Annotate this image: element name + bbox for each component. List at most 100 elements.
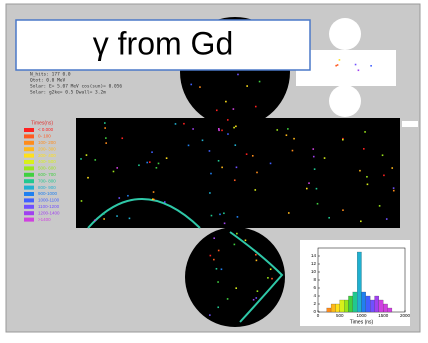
colorbar-swatch: [24, 186, 34, 190]
histogram-bar: [327, 308, 331, 312]
pmt-hit: [104, 127, 106, 129]
pmt-hit: [210, 255, 212, 257]
pmt-hit: [237, 74, 239, 76]
pmt-hit: [81, 200, 83, 202]
pmt-hit: [308, 182, 310, 184]
pmt-hit: [393, 190, 395, 192]
pmt-hit: [383, 175, 385, 177]
pmt-hit: [218, 160, 220, 162]
pmt-hit: [223, 212, 225, 214]
slide-title: γ from Gd: [93, 25, 233, 61]
pmt-hit: [127, 195, 129, 197]
colorbar-label: 400- 500: [38, 159, 56, 164]
pmt-hit: [175, 123, 177, 125]
pmt-hit: [166, 157, 168, 159]
colorbar-swatch: [24, 205, 34, 209]
top-right-cap: [329, 85, 361, 117]
pmt-hit: [221, 130, 223, 132]
pmt-hit: [104, 122, 106, 124]
pmt-hit: [270, 268, 272, 270]
pmt-hit: [253, 299, 255, 301]
pmt-hit: [379, 205, 381, 207]
colorbar-swatch: [24, 134, 34, 138]
pmt-hit: [192, 128, 194, 130]
top-right-diagram: [296, 50, 396, 86]
pmt-hit: [271, 278, 273, 280]
pmt-hit: [103, 218, 105, 220]
colorbar-title: Times(ns): [31, 120, 53, 126]
pmt-hit: [116, 167, 118, 169]
colorbar-swatch: [24, 198, 34, 202]
pmt-hit: [256, 172, 258, 174]
histogram-bar: [383, 304, 387, 312]
pmt-hit: [221, 268, 223, 270]
pmt-hit: [255, 106, 257, 108]
pmt-hit: [121, 137, 123, 139]
pmt-hit: [255, 254, 257, 256]
pmt-hit: [118, 197, 120, 199]
colorbar-label: 800- 900: [38, 185, 56, 190]
pmt-hit: [382, 154, 384, 156]
pmt-hit: [256, 260, 258, 262]
colorbar-swatch: [24, 160, 34, 164]
pmt-hit: [366, 176, 368, 178]
pmt-hit: [87, 177, 89, 179]
pmt-hit: [80, 158, 82, 160]
x-tick-label: 1000: [356, 313, 367, 318]
pmt-hit: [312, 148, 314, 150]
pmt-hit: [116, 215, 118, 217]
pmt-hit: [105, 142, 107, 144]
colorbar-swatch: [24, 147, 34, 151]
legend-tab: [402, 121, 418, 127]
pmt-hit: [213, 259, 215, 261]
pmt-hit: [199, 86, 201, 88]
pmt-hit: [324, 157, 326, 159]
pmt-hit: [252, 155, 254, 157]
pmt-hit: [149, 161, 151, 163]
pmt-hit: [188, 145, 190, 147]
colorbar-swatch: [24, 173, 34, 177]
pmt-hit: [211, 215, 213, 217]
colorbar-label: 300- 400: [38, 153, 56, 158]
pmt-hit: [342, 209, 344, 211]
info-line: N_hits: 177 0.0: [30, 72, 71, 78]
pmt-hit: [235, 126, 237, 128]
histogram-bar: [340, 300, 344, 312]
pmt-hit: [158, 163, 160, 165]
pmt-hit: [233, 108, 235, 110]
pmt-hit: [190, 84, 192, 86]
pmt-hit: [218, 129, 220, 131]
pmt-hit: [235, 287, 237, 289]
pmt-hit: [209, 314, 211, 316]
pmt-hit: [227, 298, 229, 300]
pmt-hit: [227, 133, 229, 135]
histogram-bar: [357, 252, 361, 312]
pmt-hit: [360, 220, 362, 222]
pmt-hit: [209, 150, 211, 152]
colorbar-swatch: [24, 154, 34, 158]
pmt-hit: [234, 179, 236, 181]
colorbar-label: 100- 200: [38, 140, 56, 145]
pmt-hit: [216, 109, 218, 111]
colorbar-label: 0- 100: [38, 134, 51, 139]
event-display: 024681012140500100015002000Times (ns) N_…: [0, 0, 428, 338]
pmt-hit: [393, 187, 395, 189]
pmt-hit: [217, 281, 219, 283]
pmt-hit: [219, 214, 221, 216]
pmt-hit: [224, 223, 226, 225]
colorbar-label: 600- 700: [38, 172, 56, 177]
pmt-hit: [355, 64, 357, 66]
pmt-hit: [209, 192, 211, 194]
histogram-bar: [379, 300, 383, 312]
pmt-hit: [227, 119, 229, 121]
colorbar-swatch: [24, 211, 34, 215]
histogram-bar: [353, 292, 357, 312]
pmt-hit: [306, 188, 308, 190]
colorbar-label: 1000-1100: [38, 198, 60, 203]
histogram-bar: [331, 304, 335, 312]
colorbar-label: 200- 300: [38, 146, 56, 151]
info-line: Solar: E= 5.07 MeV cos(sun)= 0.056: [30, 84, 122, 90]
pmt-hit: [276, 129, 278, 131]
pmt-hit: [313, 156, 315, 158]
pmt-hit: [153, 191, 155, 193]
